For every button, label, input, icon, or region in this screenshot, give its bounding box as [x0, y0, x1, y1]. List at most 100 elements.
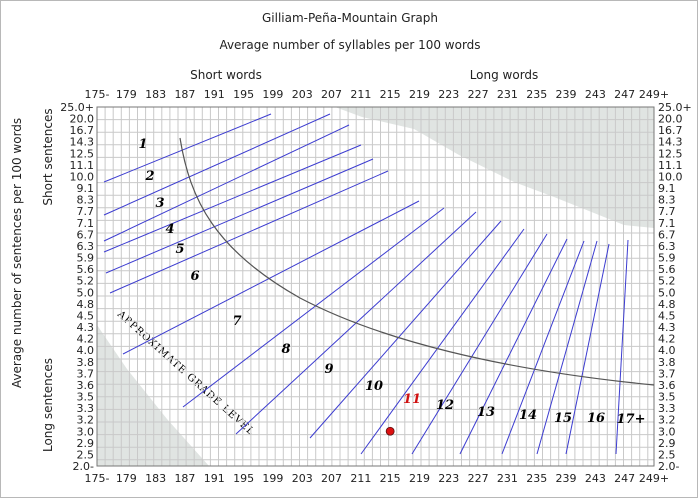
- y-tick-label-right: 14.3: [658, 136, 683, 149]
- grade-line: [459, 238, 568, 455]
- y-tick-label-right: 3.3: [658, 402, 676, 415]
- y-tick-label-right: 10.0: [658, 170, 683, 183]
- y-tick-label-left: 2.5: [77, 448, 95, 461]
- y-tick-label-right: 9.1: [658, 182, 676, 195]
- x-tick-label-top: 215: [380, 88, 401, 101]
- y-tick-label-left: 8.3: [77, 194, 95, 207]
- grade-line: [105, 158, 374, 274]
- y-tick-label-left: 9.1: [77, 182, 95, 195]
- long-words-label: Long words: [470, 68, 539, 82]
- y-tick-label-right: 4.2: [658, 333, 676, 346]
- y-tick-label-right: 3.0: [658, 425, 676, 438]
- grade-line: [536, 240, 598, 455]
- grade-label: 10: [365, 379, 383, 394]
- grade-line: [103, 113, 272, 183]
- y-tick-label-left: 5.0: [77, 286, 95, 299]
- x-tick-label-bottom: 227: [468, 472, 489, 485]
- x-tick-label-bottom: 187: [174, 472, 195, 485]
- grade-label: 12: [436, 398, 454, 413]
- chart-title: Gilliam-Peña-Mountain Graph: [262, 11, 438, 25]
- y-tick-label-left: 3.0: [77, 425, 95, 438]
- y-tick-label-left: 3.5: [77, 391, 95, 404]
- x-tick-label-top: 183: [145, 88, 166, 101]
- y-tick-label-left: 4.0: [77, 344, 95, 357]
- grade-line: [501, 240, 585, 455]
- y-tick-label-right: 6.3: [658, 240, 676, 253]
- shaded-region-bottom-left: [97, 325, 209, 466]
- grade-label: 13: [477, 405, 495, 420]
- grade-label: 17+: [617, 412, 646, 427]
- x-tick-label-top: 195: [233, 88, 254, 101]
- y-tick-label-left: 2.9: [77, 437, 95, 450]
- grade-label: 9: [324, 362, 333, 377]
- y-tick-label-left: 20.0: [70, 113, 95, 126]
- y-tick-label-left: 25.0+: [60, 101, 94, 114]
- shaded-region-top-right: [335, 107, 654, 228]
- x-tick-label-top: 179: [116, 88, 137, 101]
- x-tick-label-top: 203: [292, 88, 313, 101]
- y-tick-label-left: 5.2: [77, 275, 95, 288]
- short-words-label: Short words: [190, 68, 262, 82]
- x-tick-label-bottom: 223: [438, 472, 459, 485]
- grade-label: 3: [155, 196, 164, 211]
- x-tick-label-top: 211: [350, 88, 371, 101]
- y-tick-label-left: 2.0-: [73, 460, 94, 473]
- grade-line: [309, 220, 502, 439]
- y-tick-label-right: 7.7: [658, 205, 676, 218]
- grade-line: [360, 228, 525, 455]
- y-tick-label-left: 4.8: [77, 298, 95, 311]
- y-tick-label-left: 4.5: [77, 309, 95, 322]
- y-tick-label-right: 4.0: [658, 344, 676, 357]
- data-point: [385, 426, 395, 436]
- x-tick-label-bottom: 231: [497, 472, 518, 485]
- x-tick-label-top: 227: [468, 88, 489, 101]
- x-tick-label-top: 247: [614, 88, 635, 101]
- x-tick-label-bottom: 243: [585, 472, 606, 485]
- y-tick-label-left: 6.3: [77, 240, 95, 253]
- x-tick-label-bottom: 249+: [639, 472, 669, 485]
- y-tick-label-right: 5.2: [658, 275, 676, 288]
- x-tick-label-bottom: 191: [204, 472, 225, 485]
- x-tick-label-bottom: 215: [380, 472, 401, 485]
- y-tick-label-right: 2.0-: [658, 460, 679, 473]
- grade-line: [103, 144, 362, 253]
- short-sentences-label: Short sentences: [41, 108, 55, 205]
- y-tick-label-right: 25.0+: [658, 101, 692, 114]
- grid: [97, 107, 654, 466]
- x-tick-label-top: 231: [497, 88, 518, 101]
- y-tick-label-left: 6.7: [77, 228, 95, 241]
- x-tick-label-top: 207: [321, 88, 342, 101]
- x-tick-label-top: 219: [409, 88, 430, 101]
- y-tick-label-left: 3.3: [77, 402, 95, 415]
- x-tick-label-top: 249+: [639, 88, 669, 101]
- grade-label: 16: [587, 411, 605, 426]
- y-tick-label-right: 6.7: [658, 228, 676, 241]
- y-tick-label-right: 11.1: [658, 159, 683, 172]
- y-tick-label-right: 5.0: [658, 286, 676, 299]
- y-tick-label-right: 3.6: [658, 379, 676, 392]
- x-tick-label-bottom: 239: [556, 472, 577, 485]
- y-tick-label-right: 16.7: [658, 124, 683, 137]
- x-tick-label-bottom: 183: [145, 472, 166, 485]
- grade-line: [109, 170, 389, 294]
- y-tick-label-right: 4.3: [658, 321, 676, 334]
- chart-subtitle: Average number of syllables per 100 word…: [219, 38, 480, 52]
- grade-label: 11: [403, 392, 421, 407]
- y-tick-label-left: 3.8: [77, 356, 95, 369]
- y-tick-label-right: 5.9: [658, 252, 676, 265]
- y-tick-label-right: 3.2: [658, 414, 676, 427]
- x-tick-label-top: 223: [438, 88, 459, 101]
- x-tick-label-top: 175-: [85, 88, 110, 101]
- grade-label: 7: [232, 314, 241, 329]
- x-tick-label-bottom: 195: [233, 472, 254, 485]
- x-tick-label-top: 191: [204, 88, 225, 101]
- y-tick-label-right: 3.7: [658, 367, 676, 380]
- y-tick-label-right: 2.9: [658, 437, 676, 450]
- grade-line: [122, 200, 420, 355]
- grade-line: [565, 243, 610, 455]
- y-tick-label-left: 3.6: [77, 379, 95, 392]
- grade-label: 15: [554, 411, 572, 426]
- grade-line: [103, 124, 350, 242]
